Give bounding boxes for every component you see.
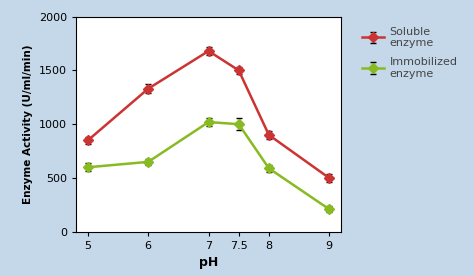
X-axis label: pH: pH [199,256,218,269]
Y-axis label: Enzyme Activity (U/ml/min): Enzyme Activity (U/ml/min) [23,44,33,204]
Legend: Soluble
enzyme, Immobilized
enzyme: Soluble enzyme, Immobilized enzyme [357,22,462,83]
